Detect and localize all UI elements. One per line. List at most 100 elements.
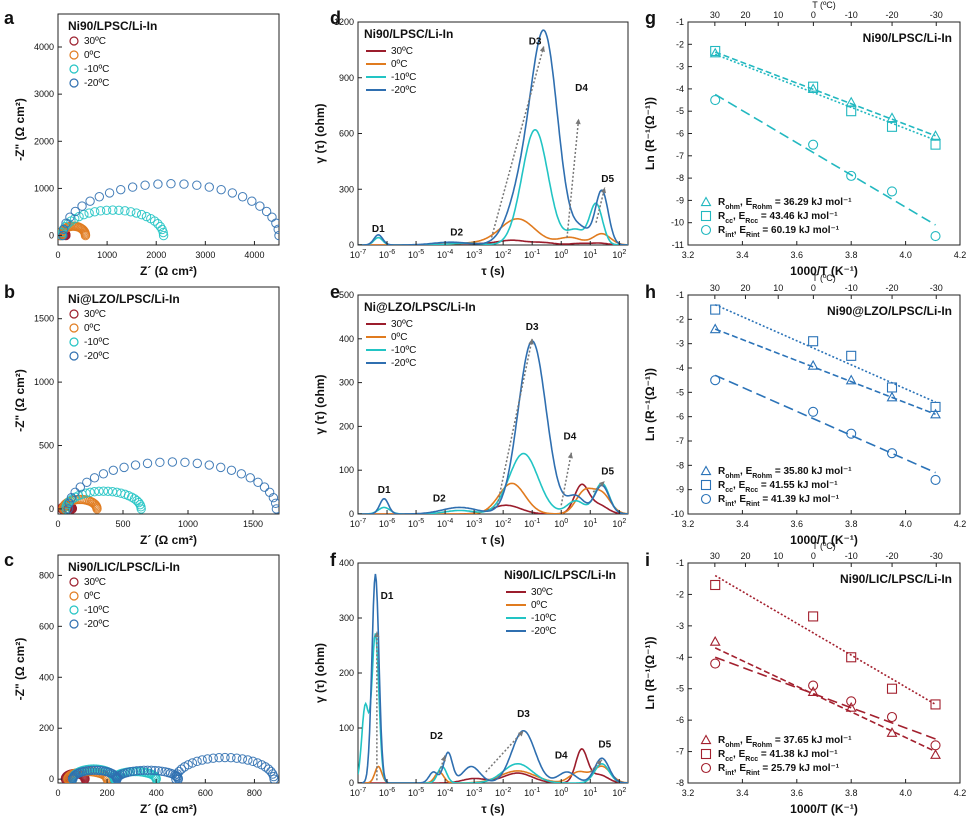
legend-label: 0ºC bbox=[84, 323, 100, 334]
x-tick-label: 10-6 bbox=[379, 518, 395, 529]
data-point bbox=[700, 479, 712, 491]
y-tick-label: -2 bbox=[676, 589, 684, 599]
data-point bbox=[108, 205, 118, 215]
data-point bbox=[709, 47, 721, 58]
data-point bbox=[886, 186, 898, 197]
plot-area bbox=[709, 304, 941, 485]
data-point bbox=[274, 230, 279, 241]
y-tick-label: 3000 bbox=[34, 89, 54, 99]
data-point bbox=[204, 460, 214, 470]
data-point bbox=[846, 652, 857, 663]
data-point bbox=[886, 448, 898, 459]
data-point bbox=[180, 457, 190, 468]
x-axis-title: 1000/T (K⁻¹) bbox=[790, 264, 858, 278]
x-tick-label: 4.2 bbox=[954, 788, 967, 798]
energy-label: Rcc, ERcc = 41.55 kJ mol⁻¹ bbox=[718, 480, 838, 494]
data-point bbox=[153, 766, 164, 776]
peak-label: D4 bbox=[555, 750, 568, 761]
arrow-head bbox=[596, 759, 602, 766]
data-point bbox=[271, 218, 279, 228]
data-point bbox=[89, 486, 100, 497]
data-point bbox=[930, 401, 941, 412]
legend-label: 0ºC bbox=[391, 332, 407, 343]
legend-label: 30ºC bbox=[84, 36, 106, 47]
data-point bbox=[88, 764, 99, 774]
x-tick-label: 102 bbox=[612, 787, 626, 798]
data-point bbox=[270, 498, 279, 508]
peak-label: D5 bbox=[601, 467, 614, 478]
panel-letter-e: e bbox=[330, 282, 340, 302]
x-tick-label: 10-7 bbox=[350, 787, 366, 798]
x-tick-label: 4.0 bbox=[899, 788, 912, 798]
legend-marker bbox=[69, 323, 79, 333]
data-point bbox=[930, 139, 941, 150]
data-point bbox=[95, 206, 106, 216]
peak-label: D3 bbox=[517, 709, 530, 720]
energy-label: Rohm, ERohm = 36.29 kJ mol⁻¹ bbox=[718, 197, 852, 211]
y-tick-label: 200 bbox=[39, 723, 54, 733]
series-line bbox=[358, 748, 628, 783]
data-point bbox=[192, 756, 202, 767]
x-tick-label: 10-3 bbox=[466, 518, 482, 529]
data-point bbox=[237, 192, 248, 202]
chart-title: Ni90/LIC/LPSC/Li-In bbox=[504, 568, 616, 582]
x-tick-label: 3.8 bbox=[845, 788, 858, 798]
x-tick-label: 1000 bbox=[178, 519, 198, 529]
y-tick-label: -7 bbox=[676, 747, 684, 757]
fit-line bbox=[714, 304, 936, 403]
data-point bbox=[267, 212, 277, 222]
data-point bbox=[150, 765, 160, 776]
arrow-head bbox=[600, 187, 607, 194]
data-point bbox=[259, 482, 270, 492]
plot-frame bbox=[57, 13, 280, 246]
energy-label: Rint, ERint = 41.39 kJ mol⁻¹ bbox=[718, 494, 840, 508]
y-tick-label: 500 bbox=[39, 441, 54, 451]
data-point bbox=[808, 81, 819, 92]
y-tick-label: 600 bbox=[39, 621, 54, 631]
data-point bbox=[155, 221, 165, 232]
energy-label: Rcc, ERcc = 41.38 kJ mol⁻¹ bbox=[718, 749, 838, 763]
data-point bbox=[142, 765, 153, 775]
top-tick-label: -10 bbox=[845, 283, 858, 293]
top-tick-label: 10 bbox=[773, 551, 783, 561]
data-point bbox=[709, 635, 721, 646]
fit-line bbox=[714, 647, 936, 753]
data-point bbox=[103, 486, 113, 497]
data-point bbox=[846, 106, 857, 117]
x-tick-label: 3.4 bbox=[736, 519, 749, 529]
legend-label: -20ºC bbox=[391, 358, 416, 369]
plot-area bbox=[358, 29, 628, 245]
y-tick-label: 100 bbox=[339, 723, 354, 733]
data-point bbox=[167, 457, 178, 467]
plot-frame bbox=[357, 562, 629, 784]
data-point bbox=[84, 208, 94, 218]
top-tick-label: -20 bbox=[886, 10, 899, 20]
data-point bbox=[700, 224, 712, 236]
peak-label: D4 bbox=[575, 83, 588, 94]
data-point bbox=[115, 770, 126, 780]
data-point bbox=[710, 45, 721, 57]
data-point bbox=[79, 209, 89, 220]
plot-area bbox=[358, 338, 628, 514]
x-tick-label: 10-1 bbox=[524, 249, 540, 260]
data-point bbox=[119, 462, 129, 473]
data-point bbox=[269, 774, 279, 783]
plot-area bbox=[60, 752, 279, 783]
data-point bbox=[808, 336, 819, 347]
x-axis-title: τ (s) bbox=[481, 264, 504, 278]
x-tick-label: 400 bbox=[149, 788, 164, 798]
data-point bbox=[98, 486, 109, 496]
x-tick-label: 3000 bbox=[195, 250, 215, 260]
top-tick-label: -20 bbox=[886, 551, 899, 561]
x-tick-label: 1500 bbox=[243, 519, 263, 529]
data-point bbox=[63, 504, 74, 514]
panel-i: i 3.2 3.4 3.6 3.8 4.0 4.2 -8 -7 -6 -5 -4 -3 -2 -1 1000/… bbox=[643, 541, 966, 816]
data-point bbox=[108, 465, 119, 476]
y-tick-label: 100 bbox=[339, 465, 354, 475]
legend-marker bbox=[69, 309, 79, 319]
data-point bbox=[808, 139, 819, 150]
legend-marker bbox=[69, 50, 79, 60]
data-point bbox=[700, 493, 712, 505]
panel-letter-f: f bbox=[330, 550, 337, 570]
data-point bbox=[710, 304, 721, 315]
